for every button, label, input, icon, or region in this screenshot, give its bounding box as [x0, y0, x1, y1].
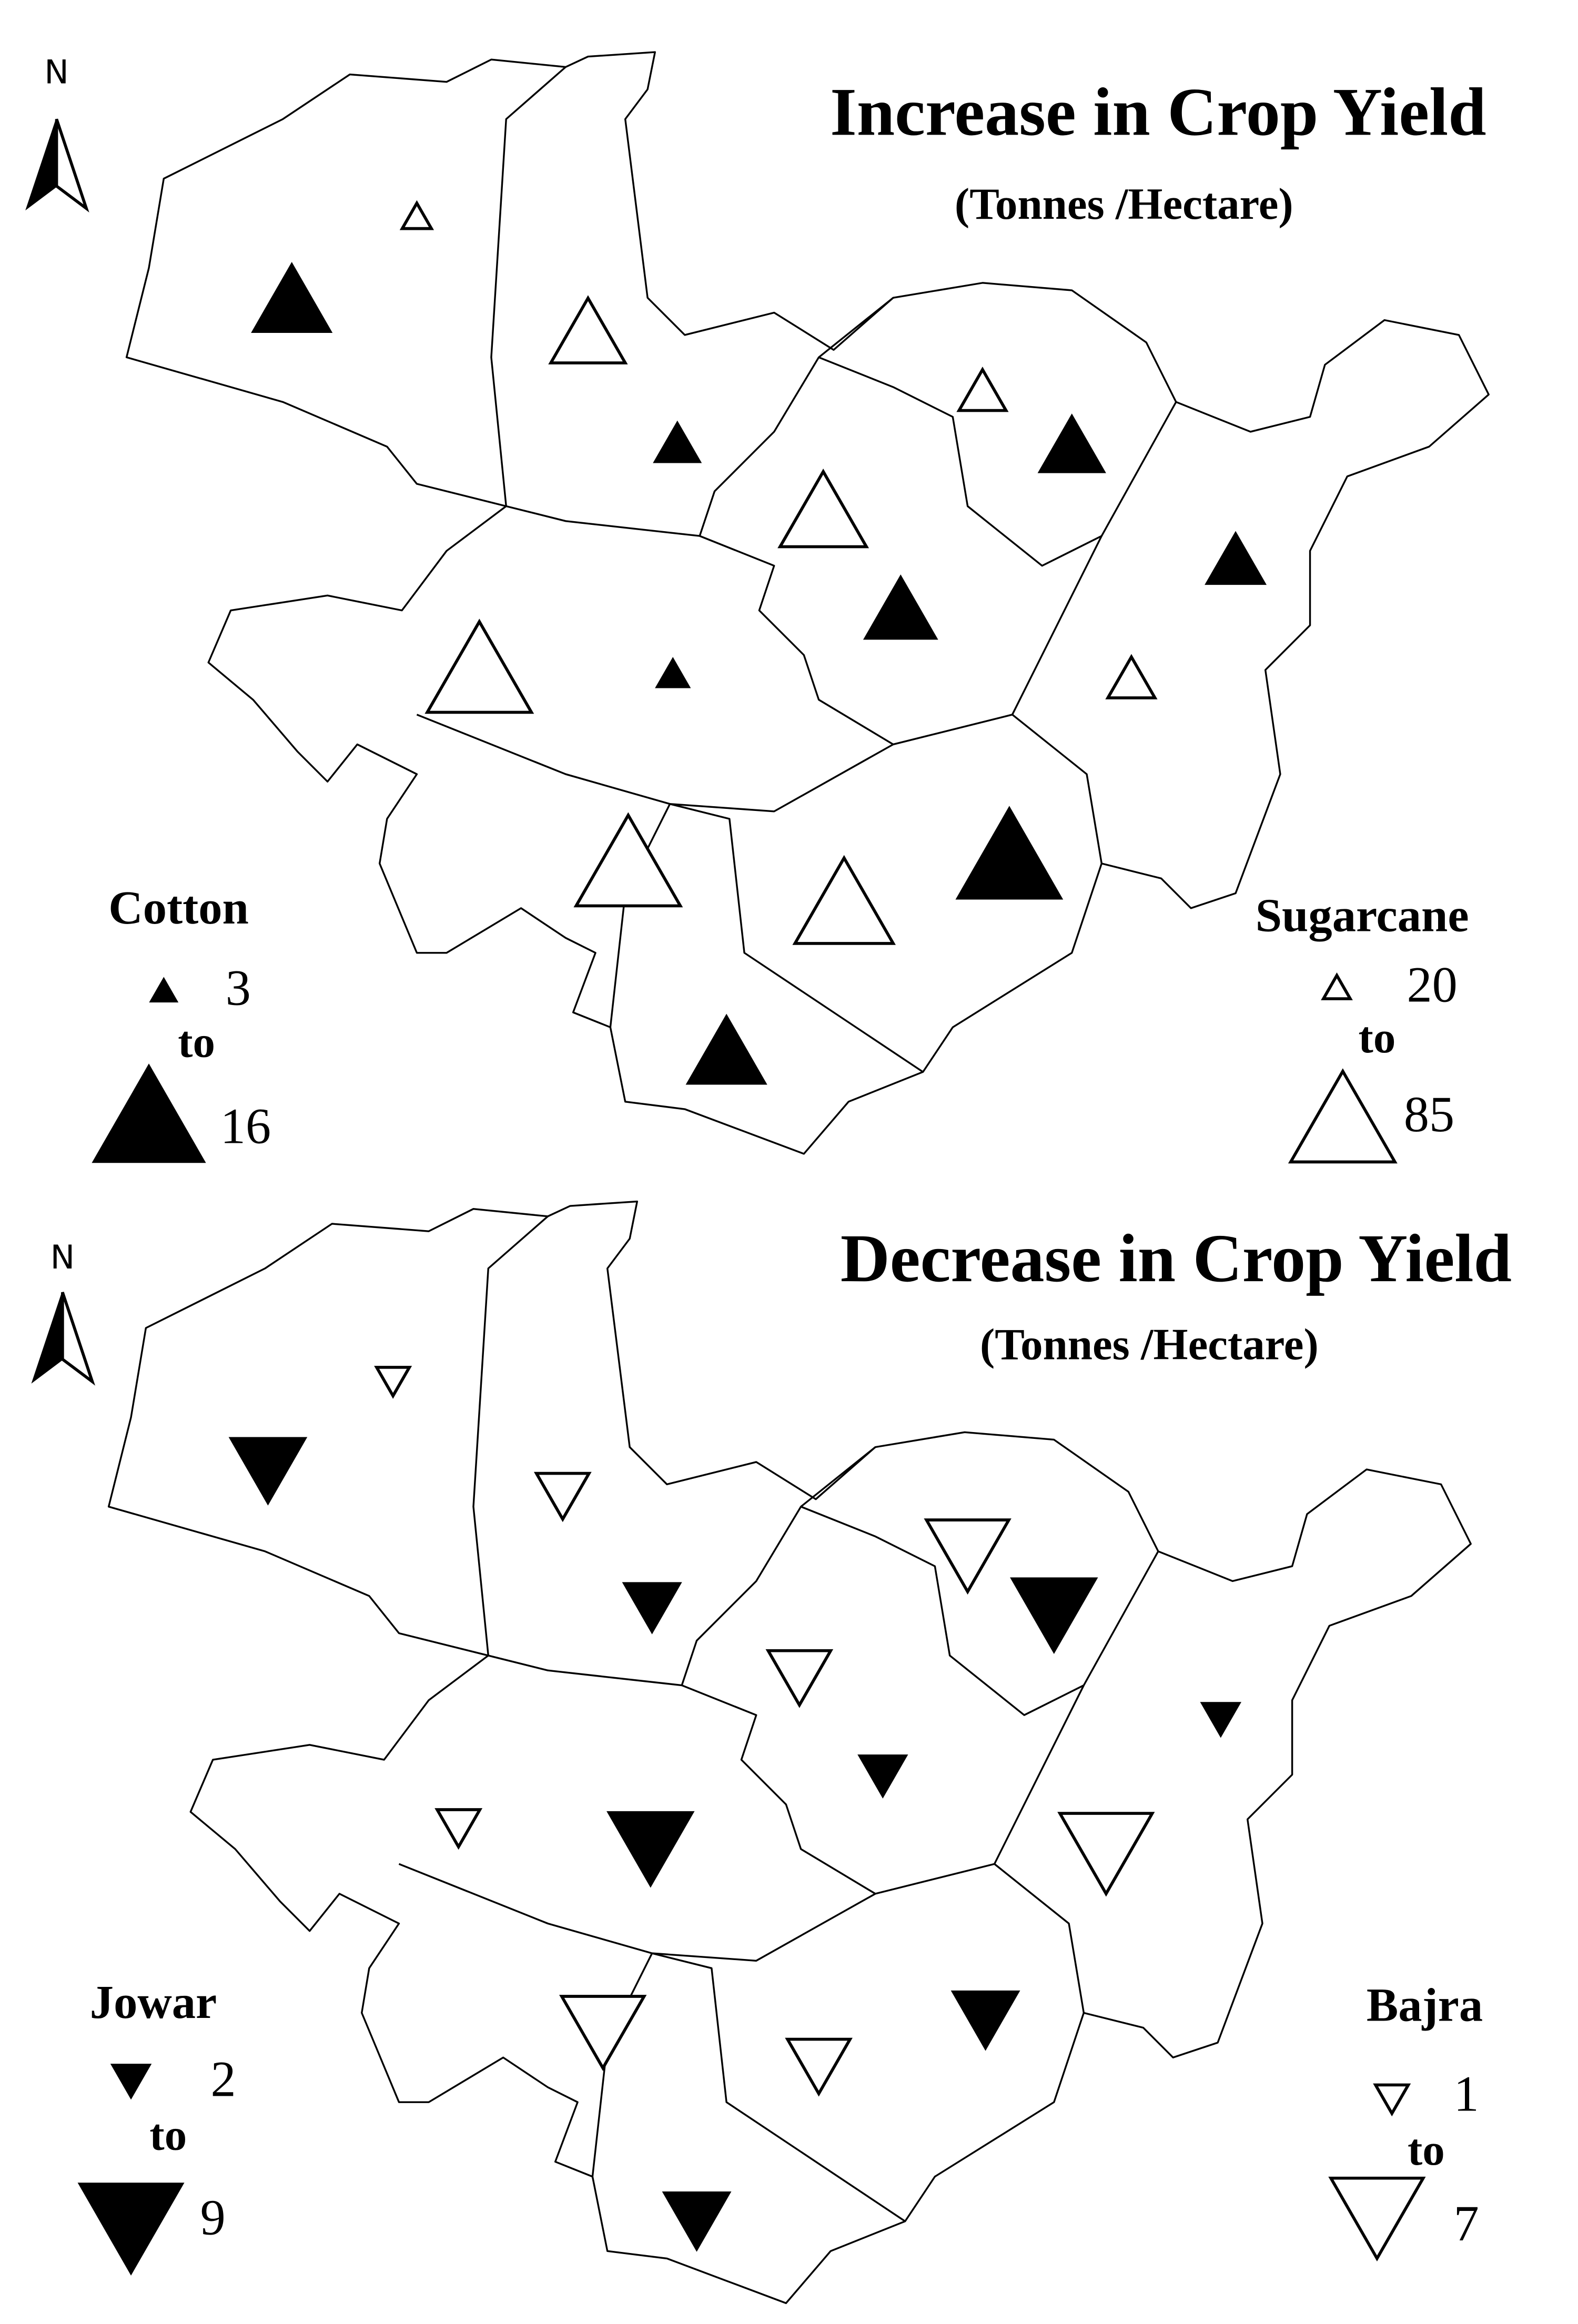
- north-arrow: [27, 119, 86, 208]
- crop-symbol: [573, 812, 683, 908]
- north-label: N: [44, 53, 69, 92]
- legend-max: 9: [200, 2189, 226, 2246]
- legend-name: Bajra: [1367, 1978, 1483, 2031]
- crop-symbol: [251, 261, 333, 333]
- crop-symbol: [228, 1437, 308, 1506]
- crop-symbol: [655, 657, 691, 688]
- crop-symbol: [1105, 654, 1158, 699]
- legend-name: Sugarcane: [1256, 888, 1469, 941]
- legend-max: 85: [1404, 1086, 1454, 1142]
- crop-symbol: [548, 295, 628, 364]
- crop-symbol: [434, 1808, 483, 1850]
- legend-to: to: [178, 1018, 215, 1067]
- crop-symbol: [955, 806, 1064, 900]
- crop-symbol: [857, 1754, 908, 1799]
- north-label: N: [50, 1238, 75, 1276]
- legend-min: 2: [210, 2051, 236, 2107]
- legend-symbol-min: [110, 2064, 152, 2100]
- north-arrow: [33, 1292, 92, 1382]
- crop-symbol: [533, 1471, 592, 1523]
- legend-max: 16: [220, 1098, 271, 1154]
- crop-symbol: [606, 1811, 695, 1888]
- crop-symbol: [924, 1518, 1011, 1595]
- legend-symbol-min: [1321, 972, 1353, 1000]
- legend-symbol-max: [1328, 2176, 1426, 2262]
- legend-to: to: [149, 2110, 187, 2159]
- crop-symbol: [1205, 531, 1267, 585]
- crop-symbol: [424, 618, 534, 714]
- map-subtitle: (Tonnes /Hectare): [980, 1320, 1319, 1369]
- increase-map: N Increase in Crop Yield (Tonnes /Hectar…: [27, 51, 1490, 1164]
- map-title: Decrease in Crop Yield: [841, 1221, 1512, 1296]
- crop-symbol: [792, 855, 896, 945]
- legend-max: 7: [1454, 2195, 1479, 2251]
- crop-symbol: [622, 1582, 682, 1635]
- crop-symbol: [559, 1995, 647, 2071]
- map-subtitle: (Tonnes /Hectare): [955, 179, 1293, 229]
- legend-min: 1: [1454, 2066, 1479, 2122]
- crop-symbol: [956, 367, 1009, 412]
- crop-symbol: [1037, 413, 1106, 473]
- crop-symbol: [777, 469, 869, 549]
- crop-symbol: [1200, 1702, 1241, 1738]
- legend-symbol-max: [92, 1063, 206, 1163]
- crop-symbol: [662, 2191, 732, 2252]
- legend-min: 3: [226, 959, 251, 1016]
- crop-symbol: [685, 1013, 767, 1085]
- map-title: Increase in Crop Yield: [830, 74, 1486, 150]
- legend-to: to: [1408, 2125, 1445, 2175]
- crop-symbol: [653, 420, 702, 463]
- legend-to: to: [1359, 1013, 1396, 1062]
- legend-symbol-max: [1288, 1068, 1398, 1164]
- legend-symbol-min: [1373, 2083, 1411, 2117]
- crop-symbol: [950, 1990, 1020, 2051]
- crop-symbol: [1057, 1812, 1155, 1897]
- crop-symbol: [374, 1366, 412, 1399]
- crop-symbol: [785, 2037, 853, 2097]
- legend-name: Jowar: [90, 1975, 217, 2028]
- crop-symbol: [863, 574, 938, 640]
- crop-symbol: [765, 1649, 834, 1708]
- decrease-map: N Decrease in Crop Yield (Tonnes /Hectar…: [33, 1200, 1512, 2305]
- crop-symbol: [1010, 1577, 1098, 1655]
- legend-min: 20: [1407, 957, 1458, 1013]
- legend-symbol-min: [149, 977, 179, 1003]
- crop-symbol: [399, 200, 434, 230]
- legend-name: Cotton: [108, 881, 249, 934]
- legend-symbol-max: [77, 2183, 185, 2276]
